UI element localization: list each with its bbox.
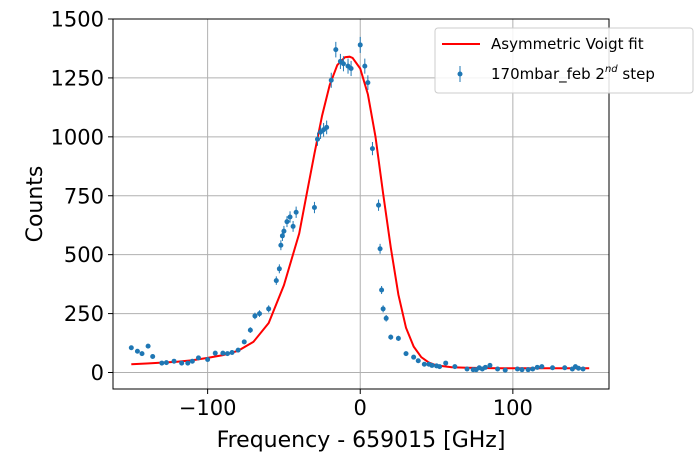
data-point <box>380 306 386 312</box>
data-point <box>171 358 177 364</box>
data-point <box>224 351 230 357</box>
data-point <box>452 364 458 370</box>
data-point <box>276 266 282 272</box>
data-point <box>324 124 330 130</box>
data-point <box>145 343 151 349</box>
data-point <box>482 364 488 370</box>
y-tick-label: 0 <box>91 361 104 385</box>
data-point <box>290 223 296 229</box>
data-point <box>281 228 287 234</box>
legend-box <box>434 27 694 94</box>
y-tick-label: 1500 <box>51 8 104 32</box>
data-point <box>163 360 169 366</box>
y-tick-label: 500 <box>64 243 104 267</box>
legend-data-label: 170mbar_feb 2nd step <box>491 64 655 84</box>
data-point <box>415 358 421 364</box>
data-point <box>340 61 346 67</box>
data-point <box>205 357 211 363</box>
data-point <box>273 278 279 284</box>
data-point <box>266 306 272 312</box>
data-point <box>388 334 394 340</box>
plot-frame <box>112 18 610 390</box>
data-point <box>539 364 545 370</box>
data-point <box>159 360 165 366</box>
legend-fit-label: Asymmetric Voigt fit <box>491 35 644 53</box>
x-tick-label: 100 <box>493 396 533 420</box>
y-tick-label: 750 <box>64 184 104 208</box>
data-point <box>514 366 520 372</box>
data-point <box>257 311 263 317</box>
data-point <box>247 327 253 333</box>
data-point <box>379 287 385 293</box>
y-tick-label: 1000 <box>51 125 104 149</box>
legend-data-label-tail: step <box>618 65 655 83</box>
data-point <box>429 362 435 368</box>
x-axis-label: Frequency - 659015 [GHz] <box>217 428 506 453</box>
data-point <box>348 65 354 71</box>
data-point <box>235 347 241 353</box>
data-point <box>287 214 293 220</box>
data-point <box>562 365 568 371</box>
data-point <box>150 353 156 359</box>
data-point <box>580 366 586 372</box>
data-point <box>293 209 299 215</box>
data-point <box>443 360 449 366</box>
data-point <box>534 364 540 370</box>
data-point <box>315 136 321 142</box>
data-point <box>464 366 470 372</box>
data-point <box>328 77 334 83</box>
legend-data-label-main: 170mbar_feb 2 <box>491 65 605 84</box>
data-point <box>252 313 258 319</box>
data-point <box>487 362 493 368</box>
data-point <box>179 360 185 366</box>
data-point <box>189 358 195 364</box>
data-point <box>403 351 409 357</box>
data-point <box>550 365 556 371</box>
data-point <box>502 367 508 373</box>
data-point <box>284 219 290 225</box>
y-tick-label: 1250 <box>51 66 104 90</box>
data-point <box>421 361 427 367</box>
data-point <box>134 348 140 354</box>
data-point <box>383 315 389 321</box>
legend-data-label-superscript: nd <box>605 64 618 75</box>
data-point <box>395 335 401 341</box>
data-point <box>139 351 145 357</box>
data-point <box>311 205 317 211</box>
x-tick-label: 0 <box>354 396 367 420</box>
data-point <box>365 80 371 86</box>
data-point <box>530 366 536 372</box>
data-point <box>575 365 581 371</box>
data-point <box>377 246 383 252</box>
data-point <box>525 367 531 373</box>
data-points-layer <box>128 36 586 373</box>
legend-data-marker-swatch <box>457 71 463 77</box>
data-point <box>357 42 363 48</box>
data-point <box>333 47 339 53</box>
y-axis-label: Counts <box>23 166 48 243</box>
data-point <box>220 350 226 356</box>
x-tick-label: −100 <box>179 396 237 420</box>
data-point <box>212 350 218 356</box>
legend: Asymmetric Voigt fit 170mbar_feb 2nd ste… <box>434 27 694 94</box>
data-point <box>195 355 201 361</box>
y-tick-label: 250 <box>64 302 104 326</box>
data-point <box>229 349 235 355</box>
data-point <box>241 339 247 345</box>
data-point <box>495 366 501 372</box>
data-point <box>411 354 417 360</box>
data-point <box>128 345 134 351</box>
data-point <box>185 360 191 366</box>
data-point <box>278 242 284 248</box>
data-point <box>369 146 375 152</box>
data-point <box>362 63 368 69</box>
data-point <box>519 367 525 373</box>
data-point <box>376 202 382 208</box>
data-point <box>437 364 443 370</box>
